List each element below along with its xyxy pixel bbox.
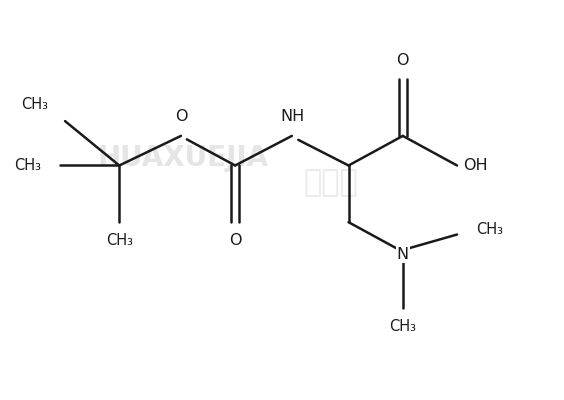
Text: O: O [229, 233, 241, 248]
Text: 化学加: 化学加 [304, 168, 359, 197]
Text: CH₃: CH₃ [476, 222, 503, 237]
Text: HUAXUEJIA: HUAXUEJIA [98, 144, 269, 172]
Text: OH: OH [463, 158, 487, 173]
Text: CH₃: CH₃ [106, 233, 133, 248]
Text: O: O [175, 108, 187, 124]
Text: CH₃: CH₃ [21, 97, 48, 112]
Text: O: O [396, 53, 409, 68]
Text: NH: NH [281, 108, 305, 124]
Text: CH₃: CH₃ [389, 319, 416, 334]
Text: N: N [396, 247, 409, 262]
Text: CH₃: CH₃ [15, 158, 41, 173]
